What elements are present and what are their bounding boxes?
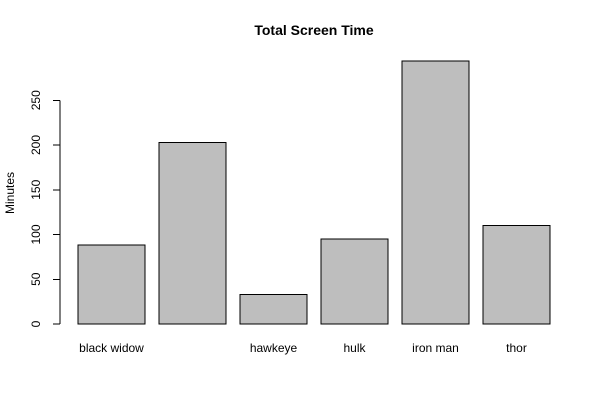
x-category-label: thor <box>506 341 527 355</box>
x-category-label: hulk <box>343 341 366 355</box>
x-category-label: iron man <box>412 341 459 355</box>
x-category-label: hawkeye <box>250 341 298 355</box>
y-tick-label: 50 <box>29 272 43 286</box>
bars <box>77 60 551 325</box>
x-axis-labels: black widow hawkeye hulk iron man thor <box>79 341 527 355</box>
y-axis: 0 50 100 150 200 250 <box>29 90 61 327</box>
chart-title: Total Screen Time <box>254 22 374 38</box>
y-tick-label: 150 <box>29 179 43 199</box>
x-category-label: black widow <box>79 341 144 355</box>
y-axis-title: Minutes <box>3 172 17 214</box>
bar <box>320 238 389 325</box>
y-tick-label: 250 <box>29 90 43 110</box>
y-tick-label: 200 <box>29 135 43 155</box>
bar <box>77 244 146 325</box>
bar <box>158 141 227 325</box>
bar <box>239 293 308 325</box>
y-tick-label: 100 <box>29 224 43 244</box>
bar <box>482 225 551 325</box>
y-tick-label: 0 <box>29 320 43 327</box>
bar <box>401 60 470 325</box>
